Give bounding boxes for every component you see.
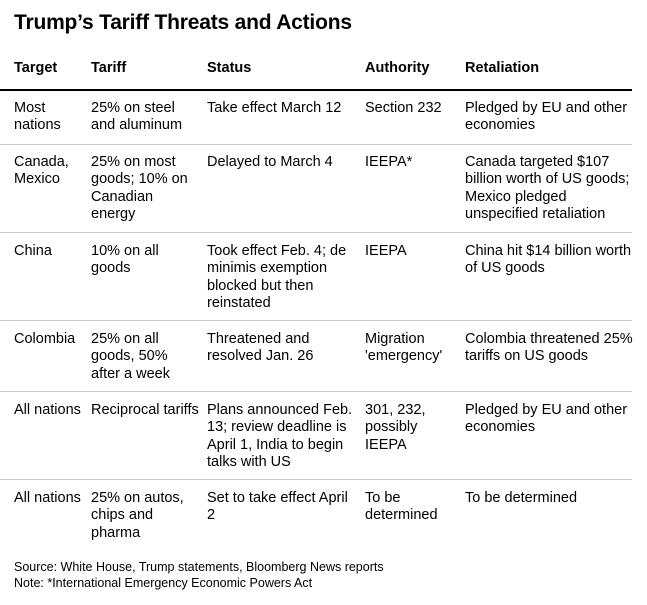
header-tariff: Tariff xyxy=(91,60,127,76)
cell-target: Most nations xyxy=(14,100,61,134)
footnote: Note: *International Emergency Economic … xyxy=(14,576,313,590)
cell-retaliation: Colombia threatened 25% tariffs on US go… xyxy=(465,331,633,365)
header-retaliation: Retaliation xyxy=(465,60,540,76)
table-header-row: Target Tariff Status Authority Retaliati… xyxy=(0,60,647,90)
header-authority: Authority xyxy=(365,60,430,76)
cell-retaliation: Pledged by EU and other economies xyxy=(465,100,628,134)
cell-target: Canada, Mexico xyxy=(14,154,69,188)
cell-status: Delayed to March 4 xyxy=(207,154,333,170)
cell-status: Took effect Feb. 4; de minimis exemption… xyxy=(207,243,347,312)
cell-retaliation: Pledged by EU and other economies xyxy=(465,402,628,436)
cell-target: China xyxy=(14,243,52,259)
source-note: Source: White House, Trump statements, B… xyxy=(14,560,384,574)
row-divider xyxy=(0,391,632,392)
cell-target: All nations xyxy=(14,490,81,506)
cell-status: Take effect March 12 xyxy=(207,100,342,116)
cell-authority: IEEPA xyxy=(365,243,407,259)
cell-tariff: 25% on autos, chips and pharma xyxy=(91,490,184,541)
cell-status: Threatened and resolved Jan. 26 xyxy=(207,331,314,365)
header-status: Status xyxy=(207,60,252,76)
cell-retaliation: To be determined xyxy=(465,490,578,506)
cell-tariff: 25% on all goods, 50% after a week xyxy=(91,331,170,382)
cell-target: All nations xyxy=(14,402,81,418)
cell-status: Plans announced Feb. 13; review deadline… xyxy=(207,402,353,471)
cell-retaliation: Canada targeted $107 billion worth of US… xyxy=(465,154,630,223)
cell-authority: Section 232 xyxy=(365,100,442,116)
cell-tariff: Reciprocal tariffs xyxy=(91,402,199,418)
cell-tariff: 25% on most goods; 10% on Canadian energ… xyxy=(91,154,188,223)
cell-authority: IEEPA* xyxy=(365,154,413,170)
row-divider xyxy=(0,144,632,145)
row-divider xyxy=(0,320,632,321)
cell-tariff: 10% on all goods xyxy=(91,243,159,277)
header-target: Target xyxy=(14,60,58,76)
row-divider xyxy=(0,479,632,480)
cell-tariff: 25% on steel and aluminum xyxy=(91,100,183,134)
row-divider xyxy=(0,232,632,233)
cell-authority: 301, 232, possibly IEEPA xyxy=(365,402,426,453)
cell-status: Set to take effect April 2 xyxy=(207,490,348,524)
cell-target: Colombia xyxy=(14,331,76,347)
cell-authority: Migration 'emergency' xyxy=(365,331,443,365)
cell-authority: To be determined xyxy=(365,490,438,524)
header-divider xyxy=(0,89,632,91)
page-title: Trump’s Tariff Threats and Actions xyxy=(14,11,352,34)
cell-retaliation: China hit $14 billion worth of US goods xyxy=(465,243,632,277)
